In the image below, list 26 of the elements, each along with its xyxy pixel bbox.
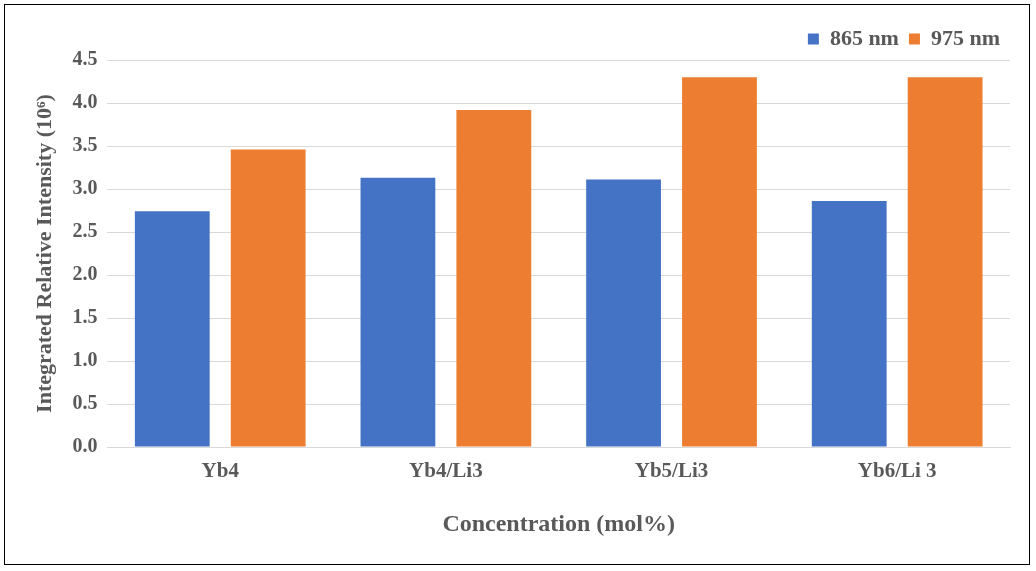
- y-tick-label: 4.0: [72, 90, 98, 113]
- y-tick-label: 3.0: [72, 176, 98, 199]
- y-tick-label: 1.0: [72, 348, 98, 371]
- y-tick-label: 0.5: [72, 391, 98, 414]
- x-tick-label: Yb5/Li3: [634, 458, 709, 483]
- y-tick-label: 3.5: [72, 133, 98, 156]
- bar: [907, 77, 983, 447]
- legend-label: 975 nm: [930, 24, 1000, 50]
- bar: [811, 201, 887, 447]
- y-tick-label: 2.5: [72, 219, 98, 242]
- bar: [586, 179, 661, 447]
- y-tick-label: 4.5: [72, 47, 98, 70]
- bar: [682, 77, 757, 447]
- x-tick-label: Yb4/Li3: [409, 458, 483, 483]
- y-tick-label: 1.5: [72, 305, 98, 328]
- y-tick-label: 0.0: [72, 434, 98, 457]
- legend-label: 865 nm: [829, 24, 899, 50]
- y-axis-title: Integrated Relative Intensity (10⁶): [30, 94, 56, 413]
- bar: [134, 211, 210, 447]
- bar: [230, 149, 306, 447]
- bar: [360, 177, 436, 447]
- x-axis-title: Concentration (mol%): [442, 509, 676, 536]
- x-tick-label: Yb4: [201, 458, 240, 483]
- x-tick-label: Yb6/Li 3: [857, 458, 937, 483]
- y-tick-label: 2.0: [72, 262, 98, 285]
- bar: [456, 109, 532, 447]
